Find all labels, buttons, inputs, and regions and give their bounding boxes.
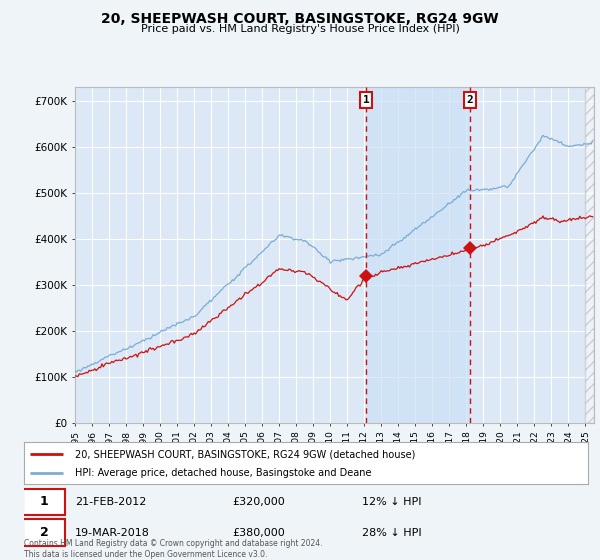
Text: £320,000: £320,000	[233, 497, 286, 507]
FancyBboxPatch shape	[23, 488, 65, 515]
Text: 12% ↓ HPI: 12% ↓ HPI	[362, 497, 422, 507]
FancyBboxPatch shape	[23, 520, 65, 547]
Text: £380,000: £380,000	[233, 528, 286, 538]
Text: Price paid vs. HM Land Registry's House Price Index (HPI): Price paid vs. HM Land Registry's House …	[140, 24, 460, 34]
Bar	[367, 87, 470, 423]
Text: 21-FEB-2012: 21-FEB-2012	[75, 497, 146, 507]
Text: 1: 1	[363, 95, 370, 105]
Text: 28% ↓ HPI: 28% ↓ HPI	[362, 528, 422, 538]
Text: 19-MAR-2018: 19-MAR-2018	[75, 528, 149, 538]
Text: Contains HM Land Registry data © Crown copyright and database right 2024.
This d: Contains HM Land Registry data © Crown c…	[24, 539, 323, 559]
Text: 20, SHEEPWASH COURT, BASINGSTOKE, RG24 9GW (detached house): 20, SHEEPWASH COURT, BASINGSTOKE, RG24 9…	[75, 449, 415, 459]
Text: HPI: Average price, detached house, Basingstoke and Deane: HPI: Average price, detached house, Basi…	[75, 468, 371, 478]
Text: 2: 2	[40, 526, 49, 539]
Text: 20, SHEEPWASH COURT, BASINGSTOKE, RG24 9GW: 20, SHEEPWASH COURT, BASINGSTOKE, RG24 9…	[101, 12, 499, 26]
Text: 2: 2	[467, 95, 473, 105]
Text: 1: 1	[40, 496, 49, 508]
Bar	[586, 87, 594, 423]
